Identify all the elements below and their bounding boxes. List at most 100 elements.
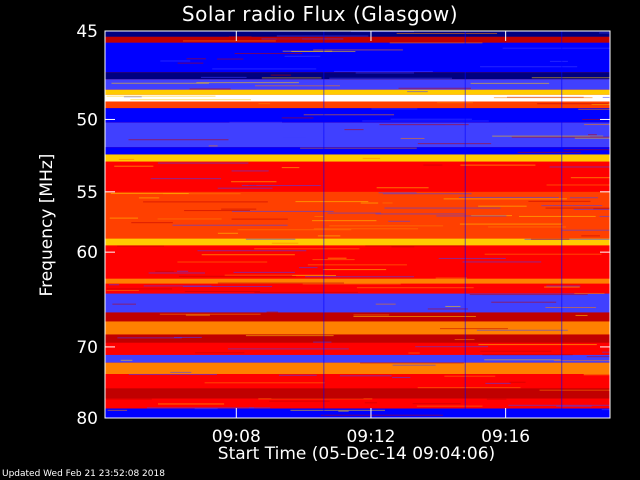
spectrogram-streak <box>556 405 592 407</box>
spectrogram-streak <box>231 218 288 220</box>
spectrogram-streak <box>362 157 381 159</box>
spectrogram-streak <box>128 373 217 375</box>
spectrogram-streak <box>444 375 496 377</box>
spectrogram-streak <box>157 403 225 405</box>
y-tick-label: 80 <box>76 409 98 429</box>
spectrogram-streak <box>227 348 349 350</box>
spectrogram-streak <box>437 102 474 104</box>
spectrogram-streak <box>423 164 443 166</box>
spectrogram-streak <box>545 307 596 309</box>
spectrogram-streak <box>454 339 475 341</box>
spectrogram-streak <box>302 283 401 285</box>
spectrogram-streak <box>303 114 395 116</box>
y-axis-label: Frequency [MHz] <box>37 153 57 297</box>
spectrogram-streak <box>353 315 476 317</box>
spectrogram-streak <box>108 284 120 286</box>
x-axis-label: Start Time (05-Dec-14 09:04:06) <box>217 444 496 464</box>
spectrogram-streak <box>308 388 416 390</box>
spectrogram-streak <box>170 371 192 373</box>
spectrogram-streak <box>106 95 216 97</box>
spectrogram-streak <box>130 99 251 101</box>
spectrogram-streak <box>344 129 364 131</box>
spectrogram-streak <box>163 193 241 195</box>
spectrogram-band <box>105 238 610 246</box>
spectrogram-streak <box>375 213 465 215</box>
spectrogram-streak <box>312 220 377 222</box>
spectrogram-streak <box>155 270 174 272</box>
spectrogram-streak <box>348 126 365 128</box>
spectrogram-streak <box>460 164 536 166</box>
spectrogram-streak <box>478 344 597 346</box>
spectrogram-streak <box>123 96 142 98</box>
spectrogram-streak <box>333 70 433 72</box>
spectrogram-band <box>105 398 610 409</box>
spectrogram-streak <box>276 38 303 40</box>
spectrogram-streak <box>505 79 610 81</box>
spectrogram-streak <box>416 405 483 407</box>
spectrogram-streak <box>194 408 218 410</box>
chart-title: Solar radio Flux (Glasgow) <box>181 2 459 26</box>
spectrogram-streak <box>217 187 273 189</box>
spectrogram-streak <box>476 329 568 331</box>
y-tick-label: 55 <box>76 183 98 203</box>
spectrogram-band <box>105 342 610 355</box>
spectrogram-streak <box>439 328 508 330</box>
spectrogram-streak <box>545 207 610 209</box>
x-tick-label: 09:08 <box>212 427 261 447</box>
spectrogram-band <box>105 31 610 37</box>
spectrogram-streak <box>143 201 268 203</box>
spectrogram-streak <box>107 409 128 411</box>
spectrogram-streak <box>360 362 464 364</box>
spectrogram-streak <box>436 215 507 217</box>
spectrogram-streak <box>427 308 468 310</box>
x-tick-label: 09:16 <box>481 427 530 447</box>
spectrogram-streak <box>570 177 610 179</box>
spectrogram-streak <box>360 202 379 204</box>
spectrogram-streak <box>196 82 299 84</box>
spectrogram-streak <box>378 192 417 194</box>
spectrogram-band <box>105 334 610 343</box>
spectrogram-streak <box>351 31 415 33</box>
spectrogram-streak <box>118 158 135 160</box>
spectrogram-streak <box>528 200 591 202</box>
spectrogram-streak <box>561 229 610 231</box>
spectrogram-streak <box>389 42 483 44</box>
spectrogram-streak <box>114 165 154 167</box>
spectrogram-streak <box>249 407 271 409</box>
spectrogram-streak <box>322 269 387 271</box>
spectrogram-band <box>105 191 610 239</box>
spectrogram-streak <box>131 222 173 224</box>
spectrogram-streak <box>599 32 610 34</box>
spectrogram-band <box>105 373 610 389</box>
spectrogram-streak <box>375 303 396 305</box>
y-tick-label: 45 <box>76 22 98 42</box>
spectrogram-streak <box>284 55 321 57</box>
spectrogram-streak <box>177 261 268 263</box>
spectrogram-streak <box>157 162 249 164</box>
spectrogram-streak <box>117 337 182 339</box>
spectrogram-streak <box>159 313 261 315</box>
spectrogram-streak <box>281 167 300 169</box>
spectrogram-streak <box>417 143 492 145</box>
updated-timestamp: Updated Wed Feb 21 23:52:08 2018 <box>2 469 165 479</box>
spectrogram-streak <box>458 196 559 198</box>
spectrogram-band <box>105 408 610 418</box>
spectrogram-band <box>105 154 610 162</box>
spectrogram-streak <box>486 398 507 400</box>
spectrogram-streak <box>231 181 277 183</box>
spectrogram-streak <box>362 120 489 122</box>
spectrogram-streak <box>519 215 596 217</box>
spectrogram-streak <box>539 389 610 391</box>
spectrogram-streak <box>217 232 239 234</box>
spectrogram-streak <box>231 210 334 212</box>
spectrogram-streak <box>392 364 436 366</box>
spectrogram-streak <box>143 285 212 287</box>
spectrogram-streak <box>537 103 609 105</box>
spectrogram-streak <box>208 145 218 147</box>
spectrogram-band <box>105 72 610 80</box>
spectrogram-streak <box>245 238 296 240</box>
spectrogram-streak <box>353 314 390 316</box>
spectrogram-streak <box>281 117 314 119</box>
spectrogram-streak <box>295 201 369 203</box>
